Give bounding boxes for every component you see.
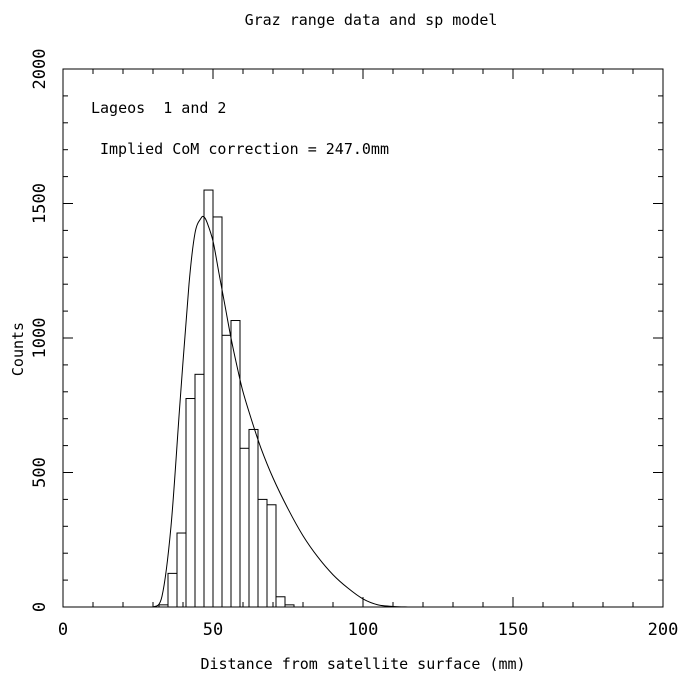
y-tick-label: 1000 xyxy=(30,318,50,359)
histogram-bar-12 xyxy=(266,504,277,608)
histogram-bar-7 xyxy=(221,334,232,608)
y-axis-label: Counts xyxy=(9,322,27,376)
y-tick-label: 500 xyxy=(30,457,50,488)
x-tick-label: 200 xyxy=(648,620,679,640)
histogram-bar-2 xyxy=(176,532,187,608)
histogram-bar-11 xyxy=(257,498,268,608)
x-axis-label: Distance from satellite surface (mm) xyxy=(200,655,525,673)
histogram-bar-9 xyxy=(239,447,250,608)
histogram-bars xyxy=(158,189,295,608)
histogram-bar-10 xyxy=(248,428,259,608)
annotation-lageos: Lageos 1 and 2 xyxy=(91,99,226,117)
y-tick-label: 2000 xyxy=(30,49,50,90)
histogram-bar-3 xyxy=(185,398,196,608)
histogram-bar-8 xyxy=(230,320,241,608)
histogram-bar-4 xyxy=(194,373,205,608)
histogram-bar-13 xyxy=(275,596,286,608)
annotation-com-correction: Implied CoM correction = 247.0mm xyxy=(100,140,389,158)
x-tick-label: 150 xyxy=(498,620,529,640)
x-tick-label: 100 xyxy=(348,620,379,640)
histogram-bar-5 xyxy=(203,189,214,608)
chart-title: Graz range data and sp model xyxy=(245,11,498,29)
x-tick-label: 0 xyxy=(58,620,68,640)
histogram-bar-6 xyxy=(212,216,223,608)
plot-frame xyxy=(62,68,664,608)
model-curve xyxy=(152,215,409,608)
histogram-bar-1 xyxy=(167,572,178,608)
x-tick-label: 50 xyxy=(203,620,223,640)
y-tick-label: 0 xyxy=(30,602,50,612)
y-tick-label: 1500 xyxy=(30,183,50,224)
